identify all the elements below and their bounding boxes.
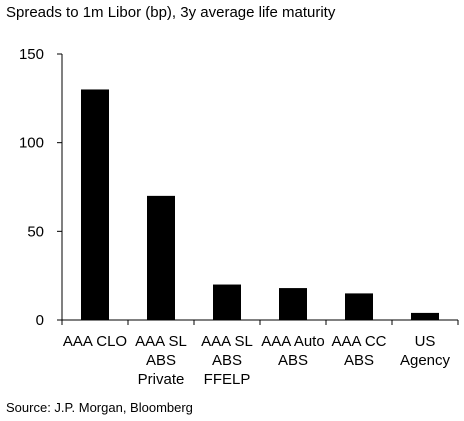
bar	[81, 89, 109, 320]
bar	[345, 293, 373, 320]
x-category-label: AAA SL	[201, 333, 253, 350]
x-category-label: ABS	[344, 352, 374, 369]
y-tick-label: 50	[27, 223, 44, 240]
bar	[279, 288, 307, 320]
x-category-label: ABS	[278, 352, 308, 369]
bars	[81, 89, 439, 320]
y-tick-label: 100	[19, 135, 44, 152]
y-tick-label: 150	[19, 46, 44, 63]
x-category-label: Private	[138, 371, 185, 388]
y-axis-ticks: 0 50 100 150	[19, 46, 62, 329]
x-category-label: FFELP	[204, 371, 251, 388]
x-category-label: AAA CC	[331, 333, 386, 350]
x-category-label: AAA SL	[135, 333, 187, 350]
x-category-label: US	[415, 333, 436, 350]
y-tick-label: 0	[36, 312, 44, 329]
x-category-label: ABS	[146, 352, 176, 369]
x-category-label: AAA CLO	[63, 333, 127, 350]
bar	[213, 284, 241, 320]
axes	[61, 54, 459, 325]
x-category-label: Agency	[400, 352, 451, 369]
bar	[147, 195, 175, 320]
x-axis-labels: AAA CLO AAA SL ABS Private AAA SL ABS FFELP AAA…	[63, 333, 451, 388]
chart-title: Spreads to 1m Libor (bp), 3y average lif…	[6, 4, 336, 21]
source-note: Source: J.P. Morgan, Bloomberg	[6, 400, 193, 415]
bar	[411, 312, 439, 320]
x-category-label: AAA Auto	[261, 333, 324, 350]
x-category-label: ABS	[212, 352, 242, 369]
